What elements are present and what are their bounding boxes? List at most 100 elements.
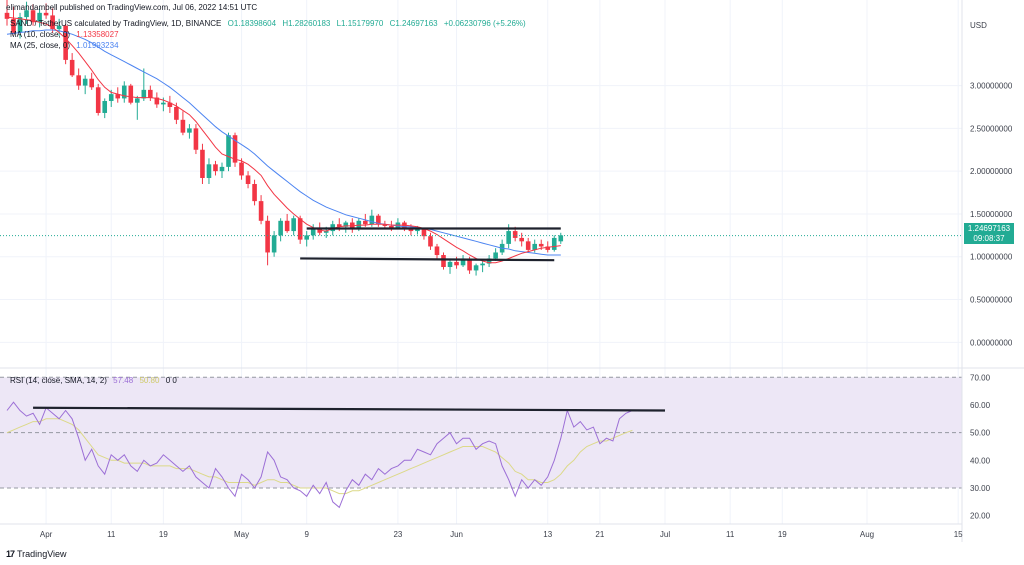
price-tick-label: 2.00000000 <box>970 167 1013 176</box>
symbol-legend[interactable]: SAND / TetherUS calculated by TradingVie… <box>10 19 526 28</box>
time-axis-ticks[interactable]: Apr 11 19 May 9 23 Jun 13 21 Jul 11 19 Aug 15 <box>40 530 963 539</box>
rsi-axis-ticks[interactable]: 70.00 60.00 50.00 40.00 30.00 20.00 <box>970 373 991 520</box>
rsi-value: 57.48 <box>113 376 134 385</box>
ohlc-close: C1.24697163 <box>389 19 438 28</box>
ma25-line <box>6 29 561 256</box>
candle-body <box>63 25 68 60</box>
candle <box>135 95 140 120</box>
candle <box>226 132 231 172</box>
time-tick-label: Apr <box>40 530 53 539</box>
candle-body <box>226 135 231 167</box>
tradingview-logo[interactable]: 17 TradingView <box>6 549 67 559</box>
candle-body <box>486 258 492 264</box>
ohlc-open: O1.18398604 <box>227 19 277 28</box>
candle <box>460 255 466 268</box>
candle-body <box>323 231 329 233</box>
symbol-line: SAND / TetherUS calculated by TradingVie… <box>10 19 222 28</box>
time-tick-label: Aug <box>860 530 874 539</box>
candle <box>180 111 186 136</box>
candle-body <box>428 236 433 247</box>
trendline[interactable] <box>300 257 555 262</box>
rsi-band <box>0 377 962 489</box>
candle <box>17 12 23 39</box>
rsi-tick-label: 40.00 <box>970 456 991 465</box>
candle <box>128 83 134 105</box>
candle-body <box>506 231 511 244</box>
candle-body <box>252 184 257 202</box>
tv-logo-text: TradingView <box>17 549 67 559</box>
candle <box>167 95 173 113</box>
time-tick-label: Jun <box>450 530 463 539</box>
candle <box>441 252 446 270</box>
candle-body <box>480 263 485 266</box>
price-tick-label: 0.00000000 <box>970 338 1013 347</box>
price-axis-ticks[interactable]: 3.00000000 2.50000000 2.00000000 1.50000000… <box>970 82 1013 348</box>
time-tick-label: 21 <box>595 530 604 539</box>
candle-body <box>278 220 283 236</box>
candle-body <box>24 10 29 18</box>
candle-body <box>538 243 544 247</box>
candle <box>297 215 303 244</box>
candle-body <box>11 18 16 33</box>
candle <box>239 158 244 180</box>
candle-body <box>310 229 316 236</box>
ma10-legend[interactable]: MA (10, close, 0) 1.13358027 <box>10 30 119 39</box>
ma25-label: MA (25, close, 0) <box>10 41 71 50</box>
current-price-value: 1.24697163 <box>967 224 1011 233</box>
price-tick-label: 1.00000000 <box>970 253 1013 262</box>
time-tick-label: May <box>234 530 249 539</box>
candle-body <box>545 246 551 250</box>
candle-body <box>343 222 349 227</box>
candle <box>89 72 94 90</box>
candle <box>278 218 283 242</box>
candle <box>252 179 257 206</box>
candle-body <box>369 215 375 225</box>
ma10-value: 1.13358027 <box>76 30 119 39</box>
candle <box>50 8 55 33</box>
candle <box>11 6 16 35</box>
rsi-legend[interactable]: RSI (14, close, SMA, 14, 2) 57.48 50.80 … <box>10 376 177 385</box>
candle <box>265 215 270 266</box>
ma25-legend[interactable]: MA (25, close, 0) 1.01993234 <box>10 41 119 50</box>
candle <box>525 237 531 253</box>
candle-body <box>551 237 557 250</box>
candle <box>206 158 212 184</box>
candle <box>558 232 564 244</box>
candle-body <box>200 149 205 179</box>
candle <box>121 81 127 103</box>
rsi-trendline-segment[interactable] <box>33 406 666 412</box>
candle-body <box>187 128 192 133</box>
time-tick-label: 15 <box>954 530 963 539</box>
time-tick-label: 11 <box>726 530 735 539</box>
candle-body <box>180 119 186 133</box>
candle-body <box>258 201 264 221</box>
time-tick-label: 9 <box>304 530 309 539</box>
time-tick-label: 23 <box>393 530 402 539</box>
candle <box>310 224 316 240</box>
candle-body <box>454 261 459 266</box>
rsi-trendline <box>33 406 666 412</box>
candle-body <box>467 258 472 271</box>
candle <box>187 124 192 139</box>
time-tick-label: 19 <box>778 530 787 539</box>
candle <box>245 171 251 189</box>
candle <box>258 195 264 225</box>
candle <box>4 0 10 26</box>
candle <box>421 227 427 240</box>
candle-body <box>128 85 134 103</box>
candle <box>219 162 225 179</box>
candle <box>473 263 479 276</box>
candle-body <box>108 94 114 101</box>
candle-body <box>232 135 238 163</box>
candle <box>480 261 485 273</box>
candle-body <box>304 235 309 240</box>
candle <box>428 232 433 250</box>
candle <box>63 23 68 65</box>
price-tick-label: 0.50000000 <box>970 296 1013 305</box>
candle <box>447 258 453 274</box>
candle <box>213 160 218 176</box>
candle-body <box>512 231 518 238</box>
candle <box>115 87 121 103</box>
candle <box>37 8 42 28</box>
candle-body <box>389 225 394 228</box>
